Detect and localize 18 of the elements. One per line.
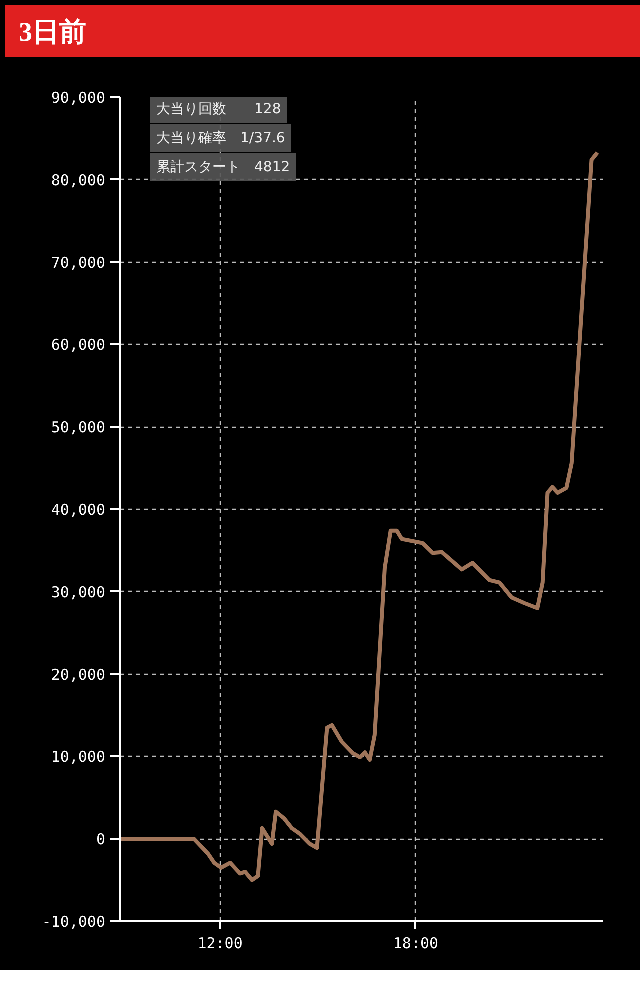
y-tick-label: 70,000 xyxy=(51,254,106,272)
y-tick-label: 40,000 xyxy=(51,501,106,519)
y-tick-label: 80,000 xyxy=(51,171,106,190)
x-tick-label: 12:00 xyxy=(198,934,243,952)
y-tick-label: 20,000 xyxy=(51,666,106,684)
line-series xyxy=(120,150,600,882)
y-tick-label: 60,000 xyxy=(51,336,106,354)
y-tick-label: 50,000 xyxy=(51,418,106,437)
y-tick-label: -10,000 xyxy=(42,913,106,931)
y-tick-label: 0 xyxy=(96,830,106,849)
chart-title: 3日前 xyxy=(19,16,86,49)
x-tick-label: 18:00 xyxy=(393,934,439,952)
y-tick-label: 10,000 xyxy=(51,748,106,766)
annotation: 大当り確率 1/37.6 xyxy=(156,130,286,146)
annotation: 大当り回数 128 xyxy=(156,102,282,118)
y-tick-label: 30,000 xyxy=(51,583,106,602)
annotation: 累計スタート 4812 xyxy=(156,160,290,176)
y-tick-label: 90,000 xyxy=(51,89,106,107)
